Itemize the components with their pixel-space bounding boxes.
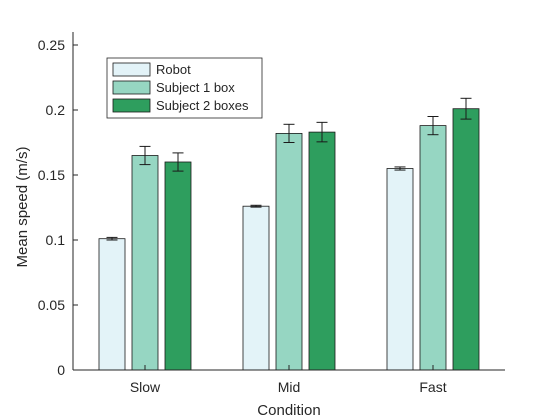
error-bars-layer <box>106 97 472 241</box>
legend-label: Subject 1 box <box>156 80 235 95</box>
x-tick-label: Slow <box>130 379 161 395</box>
x-axis-label: Condition <box>257 402 320 419</box>
x-ticks-layer: Slow Mid Fast <box>130 365 447 395</box>
bars-layer <box>98 108 480 371</box>
x-tick-label: Mid <box>278 379 301 395</box>
y-tick-label: 0.05 <box>38 297 65 313</box>
legend-swatch-subject-1-box <box>112 80 151 95</box>
y-tick-label: 0.1 <box>46 232 66 248</box>
legend-label: Robot <box>156 62 191 77</box>
bar-subject-2-boxes-mid <box>308 131 336 371</box>
legend-swatch-subject-2-boxes <box>112 98 151 113</box>
y-ticks-layer: 0 0.05 0.1 0.15 0.2 0.25 <box>38 37 78 378</box>
bar-subject-1-box-mid <box>275 132 303 371</box>
y-tick-label: 0.25 <box>38 37 65 53</box>
y-axis-label: Mean speed (m/s) <box>14 147 31 268</box>
y-tick-label: 0 <box>57 362 65 378</box>
bar-robot-slow <box>98 238 126 371</box>
x-tick-label: Fast <box>419 379 446 395</box>
legend-swatch-robot <box>112 62 151 77</box>
y-tick-label: 0.15 <box>38 167 65 183</box>
bar-subject-2-boxes-slow <box>164 161 192 371</box>
bar-subject-2-boxes-fast <box>452 108 480 371</box>
bar-robot-fast <box>386 168 414 371</box>
y-tick-label: 0.2 <box>46 102 66 118</box>
bar-robot-mid <box>242 205 270 371</box>
bar-subject-1-box-slow <box>131 155 159 371</box>
bar-subject-1-box-fast <box>419 125 447 371</box>
legend: Robot Subject 1 box Subject 2 boxes <box>106 57 263 119</box>
legend-label: Subject 2 boxes <box>156 98 249 113</box>
